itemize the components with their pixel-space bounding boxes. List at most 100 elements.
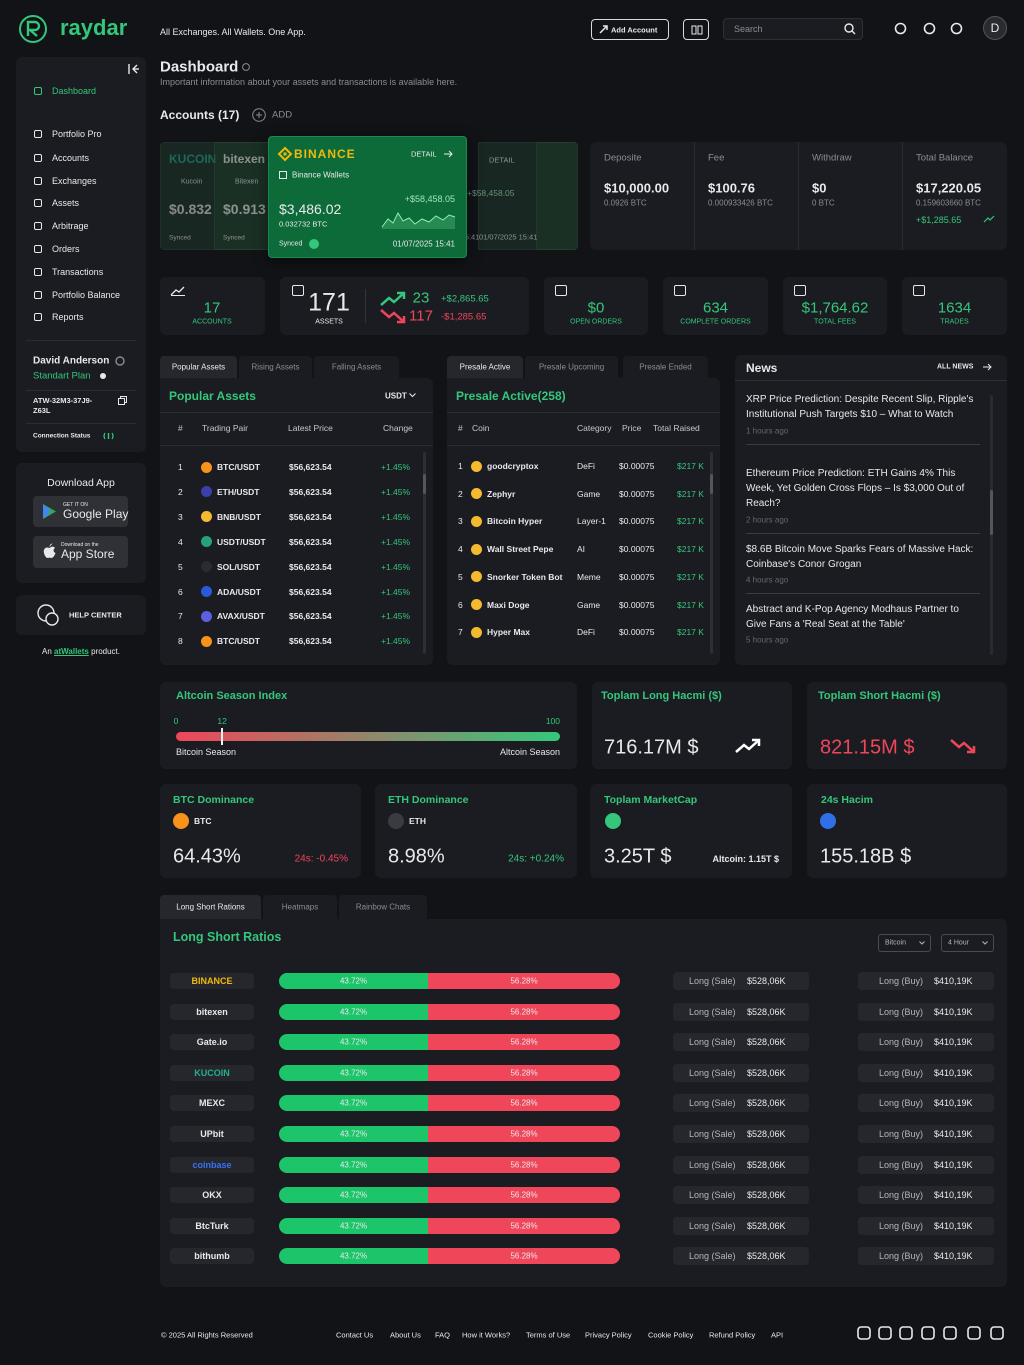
coin-icon xyxy=(605,813,621,829)
account-card-active[interactable]: BINANCE DETAIL Binance Wallets +$58,458.05 $… xyxy=(268,136,467,258)
app-store-button[interactable]: Download on the App Store xyxy=(33,536,128,568)
social-icon[interactable] xyxy=(857,1326,871,1340)
filter-select[interactable]: Bitcoin xyxy=(878,934,931,952)
row-rank: 4 xyxy=(178,536,183,547)
chevron-icon xyxy=(409,393,416,398)
toggle-button[interactable] xyxy=(683,19,709,40)
summary-sub: 0 BTC xyxy=(812,198,835,208)
nav-item[interactable]: Orders xyxy=(52,244,80,254)
nav-item[interactable]: Accounts xyxy=(52,153,90,163)
buy-label: Long (Buy) xyxy=(879,1098,924,1109)
tab-label: Rising Assets xyxy=(251,362,300,372)
product-link[interactable]: atWallets xyxy=(54,647,89,656)
icon-part xyxy=(444,150,453,158)
nav-item[interactable]: Arbitrage xyxy=(52,221,89,231)
tab[interactable]: Presale Upcoming xyxy=(525,356,618,378)
tab[interactable]: Heatmaps xyxy=(263,895,337,919)
social-icon[interactable] xyxy=(921,1326,935,1340)
icon-part xyxy=(943,1326,957,1340)
sale-label: Long (Sale) xyxy=(689,1006,736,1017)
news-headline[interactable]: Abstract and K-Pop Agency Modhaus Partne… xyxy=(746,604,959,630)
tab[interactable]: Presale Active xyxy=(447,356,523,378)
tab[interactable]: Long Short Rations xyxy=(160,895,261,919)
product-note: An atWallets product. xyxy=(16,646,146,658)
short-bar xyxy=(428,1187,620,1204)
divider xyxy=(447,445,720,446)
filter-select[interactable]: 4 Hour xyxy=(941,934,994,952)
footer-link[interactable]: How it Works? xyxy=(462,1330,511,1340)
long-label: 43.72% xyxy=(339,976,368,986)
avatar[interactable]: D xyxy=(983,16,1007,40)
news-headline[interactable]: XRP Price Prediction: Despite Recent Sli… xyxy=(746,394,974,420)
search-box[interactable]: Search xyxy=(723,18,863,40)
social-icon[interactable] xyxy=(990,1326,1004,1340)
tab-label: Presale Active xyxy=(459,362,511,372)
scrollbar xyxy=(710,452,713,654)
nav-item[interactable]: Dashboard xyxy=(52,86,97,96)
tab[interactable]: Rising Assets xyxy=(239,356,312,378)
currency-select[interactable]: USDT xyxy=(385,391,407,401)
news-time: 4 hours ago xyxy=(746,575,789,585)
nav-item[interactable]: Transactions xyxy=(52,267,104,277)
divider xyxy=(447,412,720,413)
sale-value: $528,06K xyxy=(747,1098,786,1109)
icon-part xyxy=(256,112,262,118)
plus-icon xyxy=(599,25,608,34)
add-account-link[interactable]: ADD xyxy=(272,109,293,121)
tab[interactable]: Presale Ended xyxy=(623,356,708,378)
column-header: # xyxy=(458,423,463,433)
summary-label: Withdraw xyxy=(812,152,852,164)
detail-link[interactable]: DETAIL xyxy=(411,149,437,159)
sale-pill: Long (Sale) $528,06K xyxy=(673,1247,809,1266)
social-icon[interactable] xyxy=(899,1326,913,1340)
icon-part xyxy=(894,22,907,35)
tab[interactable]: Rainbow Chats xyxy=(339,895,427,919)
product-suffix: product. xyxy=(91,647,120,656)
add-account-button[interactable]: Add Account xyxy=(591,19,669,40)
social-icon[interactable] xyxy=(967,1326,981,1340)
all-news-link[interactable]: ALL NEWS xyxy=(937,363,974,371)
nav-item[interactable]: Reports xyxy=(52,312,84,322)
social-icon[interactable] xyxy=(878,1326,892,1340)
tab[interactable]: Popular Assets xyxy=(160,356,237,378)
news-panel: News ALL NEWS XRP Price Prediction: Despit… xyxy=(735,355,1007,665)
social-icon[interactable] xyxy=(943,1326,957,1340)
footer-link[interactable]: Terms of Use xyxy=(526,1330,571,1340)
alarm-icon[interactable] xyxy=(894,22,907,35)
nav-item[interactable]: Portfolio Balance xyxy=(52,290,121,300)
nav-item[interactable]: Exchanges xyxy=(52,176,97,186)
summary-value: $17,220.05 xyxy=(916,180,982,196)
nav-item[interactable]: Assets xyxy=(52,198,80,208)
account-card[interactable]: DETAIL +$58,458.05 01/07/2025 15:41 xyxy=(467,142,578,250)
tab-label: Long Short Rations xyxy=(176,902,245,912)
help-center-button[interactable]: HELP CENTER xyxy=(16,595,146,635)
nav-icon xyxy=(34,87,42,95)
accounts-title: Accounts (17) xyxy=(160,108,240,122)
news-headline[interactable]: Ethereum Price Prediction: ETH Gains 4% … xyxy=(746,468,965,509)
sync-status: Synced xyxy=(279,240,303,248)
news-headline[interactable]: $8.6B Bitcoin Move Sparks Fears of Massi… xyxy=(746,544,974,570)
footer-link[interactable]: Cookie Policy xyxy=(648,1330,694,1340)
dominance-change: 24s: -0.45% xyxy=(294,853,348,865)
footer-link[interactable]: API xyxy=(771,1330,784,1340)
footer-link[interactable]: Refund Policy xyxy=(709,1330,756,1340)
google-play-button[interactable]: GET IT ON Google Play xyxy=(33,496,128,527)
footer-link[interactable]: About Us xyxy=(390,1330,421,1340)
icon-part xyxy=(397,316,406,324)
tab[interactable]: Falling Assets xyxy=(314,356,399,378)
tab-label: Presale Ended xyxy=(639,362,692,372)
icon-part xyxy=(752,738,761,746)
account-change: +$58,458.05 xyxy=(467,188,515,198)
settings-icon[interactable] xyxy=(923,22,936,35)
bell-icon[interactable] xyxy=(950,22,963,35)
panel-title: 24s Hacim xyxy=(821,794,873,806)
footer-link[interactable]: Privacy Policy xyxy=(585,1330,632,1340)
nav-item[interactable]: Portfolio Pro xyxy=(52,129,102,139)
buy-value: $410,19K xyxy=(934,1159,973,1170)
arrow-icon xyxy=(983,363,992,371)
footer-link[interactable]: Contact Us xyxy=(336,1330,374,1340)
row-rank: 2 xyxy=(458,488,463,499)
footer-link[interactable]: FAQ xyxy=(435,1330,451,1340)
season-bar xyxy=(176,732,560,741)
